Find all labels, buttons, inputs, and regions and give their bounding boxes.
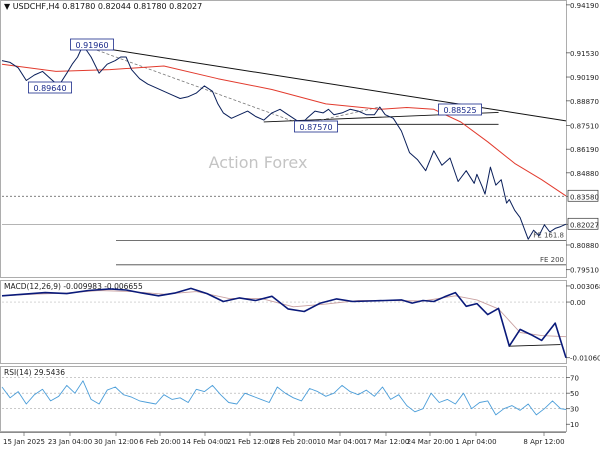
price-axis-tick-10-text: 0.79510	[570, 267, 599, 275]
header-close: 0.82027	[169, 2, 203, 11]
x-axis-tick-8: 17 Mar 12:00	[363, 438, 410, 446]
price-axis-tick-4-text: 0.87510	[570, 122, 599, 130]
price-axis-tick-6-text: 0.84880	[570, 170, 599, 178]
x-axis-tick-7: 10 Mar 04:00	[317, 438, 364, 446]
annotation-mar-low: 0.87570	[294, 120, 338, 133]
annotation-left-low: 0.89640	[28, 81, 72, 94]
rsi-axis-tick-2-text: 30	[570, 406, 579, 414]
annotation-consolidation: 0.88525	[438, 103, 482, 116]
fe-1-label: FE 161.8	[533, 232, 564, 240]
x-axis-tick-1: 23 Jan 04:00	[48, 438, 92, 446]
price-axis-tick-3-text: 0.88870	[570, 98, 599, 106]
level-marker-label: 0.83580	[566, 189, 599, 202]
annotation-left-low-box	[28, 81, 72, 94]
annotation-peak-box	[70, 38, 114, 51]
macd-axis-tick-2-text: -0.010605	[570, 355, 600, 363]
x-axis-tick-11: 8 Apr 12:00	[523, 438, 564, 446]
price-panel-frame	[0, 0, 567, 278]
price-line	[1, 44, 567, 240]
macd-axis-tick-0: 0.003068	[566, 283, 600, 291]
level-marker-label-box	[567, 189, 599, 202]
rsi-axis-tick-0-text: 70	[570, 375, 579, 383]
annotation-peak-text: 0.91960	[75, 41, 108, 50]
price-axis-tick-6: 0.84880	[566, 170, 599, 178]
macd-panel-frame	[0, 280, 567, 364]
header-low: 0.81780	[133, 2, 167, 11]
price-axis-tick-2: 0.90190	[566, 74, 599, 82]
fe-2-label: FE 200	[540, 256, 564, 264]
rsi-axis-tick-3: 10	[566, 421, 579, 429]
level-marker-label-text: 0.83580	[570, 193, 599, 201]
annotation-mar-low-box	[294, 120, 338, 133]
header-menu-icon[interactable]: ▼	[4, 2, 11, 11]
x-axis-tick-0: 15 Jan 2025	[3, 438, 45, 446]
price-axis-tick-2-text: 0.90190	[570, 74, 599, 82]
rsi-axis-tick-1: 50	[566, 390, 579, 398]
macd-axis-tick-1-text: 0.00	[570, 299, 586, 307]
macd-signal-line	[1, 290, 567, 338]
current-price-label-text: 0.82027	[570, 221, 599, 229]
rsi-axis-tick-1-text: 50	[570, 390, 579, 398]
x-axis-tick-2: 30 Jan 12:00	[94, 438, 138, 446]
macd-axis-tick-0-text: 0.003068	[570, 283, 600, 291]
header-info: ▼ USDCHF,H4 0.81780 0.82044 0.81780 0.82…	[4, 2, 202, 11]
rsi-axis-tick-0: 70	[566, 375, 579, 383]
price-axis-tick-4: 0.87510	[566, 122, 599, 130]
x-axis-tick-9: 24 Mar 20:00	[407, 438, 454, 446]
price-axis-tick-3: 0.88870	[566, 98, 599, 106]
rsi-line	[1, 380, 567, 416]
ma-line	[1, 63, 567, 197]
x-axis-tick-10: 1 Apr 04:00	[455, 438, 496, 446]
watermark: Action Forex	[209, 153, 308, 172]
price-axis-tick-9: 0.80880	[566, 242, 599, 250]
annotation-peak: 0.91960	[70, 38, 114, 51]
price-axis-tick-9-text: 0.80880	[570, 242, 599, 250]
x-axis-tick-6: 28 Feb 20:00	[271, 438, 317, 446]
header-symbol: USDCHF,H4	[12, 2, 60, 11]
price-axis-tick-0: 0.94190	[566, 2, 599, 10]
x-axis-tick-4: 14 Feb 04:00	[182, 438, 228, 446]
current-price-label: 0.82027	[566, 217, 599, 230]
descending-trendline	[82, 44, 567, 122]
price-axis-tick-1-text: 0.91530	[570, 50, 599, 58]
annotation-consolidation-text: 0.88525	[443, 106, 476, 115]
macd-divergence-line	[509, 344, 561, 347]
decline-projection	[82, 44, 302, 125]
rsi-axis-tick-3-text: 10	[570, 421, 579, 429]
header-high: 0.82044	[97, 2, 131, 11]
price-axis-tick-0-text: 0.94190	[570, 2, 599, 10]
rsi-axis-tick-2: 30	[566, 406, 579, 414]
annotation-mar-low-text: 0.87570	[299, 123, 332, 132]
price-axis-tick-10: 0.79510	[566, 267, 599, 275]
macd-axis-tick-1: 0.00	[566, 299, 586, 307]
price-axis-tick-5: 0.86190	[566, 146, 599, 154]
rsi-panel-frame	[0, 366, 567, 432]
macd-axis-tick-2: -0.010605	[566, 355, 600, 363]
rebound-projection	[301, 106, 380, 125]
annotation-left-low-text: 0.89640	[33, 84, 66, 93]
macd-title: MACD(12,26,9) -0.009983 -0.006655	[4, 282, 143, 291]
current-price-label-box	[567, 217, 599, 230]
x-axis-tick-5: 21 Feb 12:00	[227, 438, 273, 446]
macd-main-line	[1, 287, 567, 358]
x-axis-tick-3: 6 Feb 20:00	[139, 438, 180, 446]
rsi-title: RSI(14) 29.5436	[4, 368, 65, 377]
annotation-consolidation-box	[438, 103, 482, 116]
price-axis-tick-1: 0.91530	[566, 50, 599, 58]
header-open: 0.81780	[62, 2, 96, 11]
price-axis-tick-5-text: 0.86190	[570, 146, 599, 154]
